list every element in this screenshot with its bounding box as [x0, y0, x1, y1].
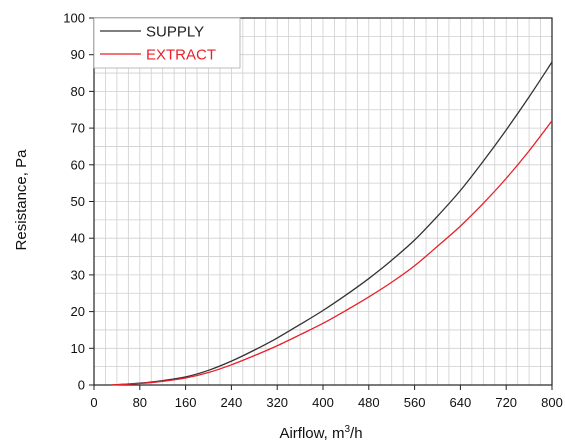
y-tick-label: 30: [71, 267, 85, 282]
y-tick-label: 100: [63, 11, 85, 26]
x-axis-label: Airflow, m3/h: [279, 424, 362, 442]
series-line-supply: [111, 61, 553, 386]
y-tick-label: 40: [71, 231, 85, 246]
y-tick-labels: 0 10 20 30 40 50 60 70 80 90 100: [63, 11, 85, 393]
legend-label-supply: SUPPLY: [146, 24, 204, 41]
y-tick-label: 90: [71, 47, 85, 62]
x-tick-label: 640: [450, 395, 472, 410]
series-line-extract: [111, 120, 553, 386]
x-tick-label: 480: [358, 395, 380, 410]
y-tick-label: 20: [71, 304, 85, 319]
legend-label-extract: EXTRACT: [146, 47, 216, 64]
tick-marks: [89, 17, 553, 390]
x-tick-label: 240: [221, 395, 243, 410]
x-tick-label: 720: [495, 395, 517, 410]
x-tick-label: 560: [404, 395, 426, 410]
x-tick-label: 320: [266, 395, 288, 410]
y-tick-label: 80: [71, 84, 85, 99]
y-tick-label: 70: [71, 121, 85, 136]
x-tick-label: 80: [133, 395, 147, 410]
x-tick-labels: 0 80 160 240 320 400 480 560 640 720 800: [90, 395, 562, 410]
x-axis-label-main: Airflow, m: [279, 425, 344, 442]
x-tick-label: 800: [541, 395, 563, 410]
y-tick-label: 0: [78, 378, 85, 393]
grid-lines: [93, 17, 553, 386]
y-tick-label: 10: [71, 341, 85, 356]
y-axis-label: Resistance, Pa: [13, 149, 30, 251]
y-tick-label: 60: [71, 157, 85, 172]
x-axis-label-tail: /h: [350, 425, 363, 442]
x-tick-label: 400: [312, 395, 334, 410]
y-tick-label: 50: [71, 194, 85, 209]
x-tick-label: 160: [175, 395, 197, 410]
legend: SUPPLY EXTRACT: [93, 17, 241, 69]
legend-box: [93, 17, 241, 69]
x-axis-label-superscript: 3: [344, 424, 350, 435]
x-tick-label: 0: [90, 395, 97, 410]
series-lines: [111, 61, 553, 386]
